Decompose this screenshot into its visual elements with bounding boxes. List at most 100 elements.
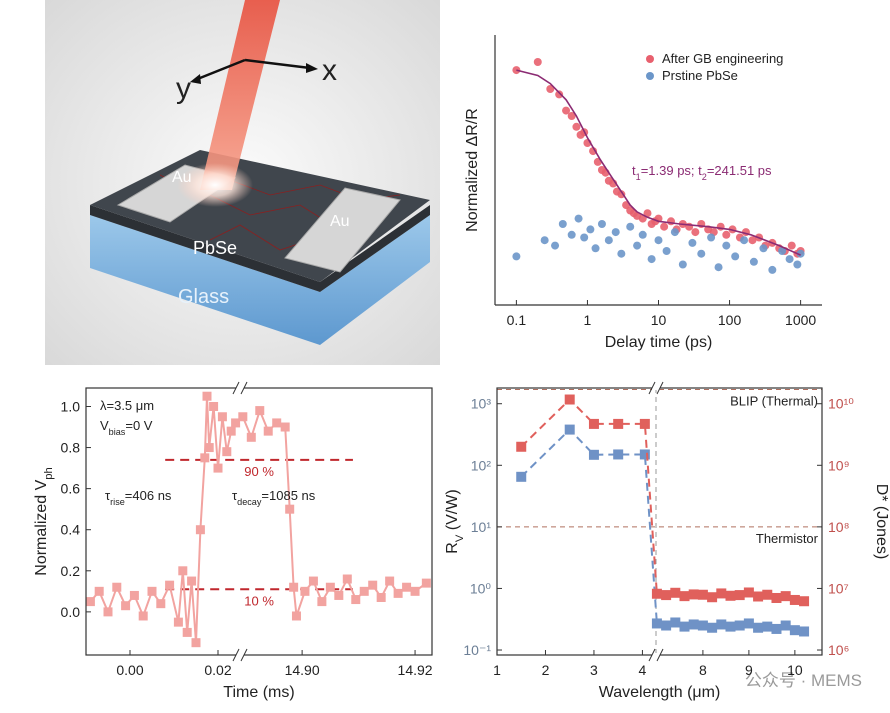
data-point (604, 236, 613, 245)
data-point (574, 214, 583, 223)
data-point (564, 424, 575, 435)
data-point (771, 592, 782, 603)
plot-frame (496, 387, 823, 656)
x-tick-label: 1 (493, 662, 501, 678)
data-point (94, 586, 104, 596)
electrode-label: Au (330, 213, 350, 230)
data-point (679, 591, 690, 602)
y-tick-label: 10¹ (471, 519, 492, 535)
data-point (617, 190, 626, 199)
data-point (771, 623, 782, 634)
y-tick-label: 10⁰ (470, 580, 492, 596)
data-point (580, 233, 589, 242)
axis-arrow-y (194, 58, 246, 82)
data-point (688, 589, 699, 600)
data-point (334, 590, 344, 600)
data-point (231, 418, 241, 428)
y-axis-label: RV (V/W) (444, 489, 466, 553)
data-point (787, 241, 796, 250)
data-point (617, 249, 626, 258)
data-point (317, 597, 327, 607)
y2-tick-label: 10¹⁰ (828, 396, 854, 412)
series-line (520, 398, 805, 603)
subscript: 1 (636, 172, 641, 182)
data-point (589, 147, 598, 156)
data-point (688, 619, 699, 630)
data-point (670, 617, 681, 628)
annotation: Vbias=0 V (100, 418, 153, 437)
x-tick-label: 3 (590, 662, 598, 678)
data-point (670, 587, 681, 598)
subscript: ph (43, 467, 55, 479)
y2-tick-label: 10⁸ (828, 519, 850, 535)
data-point (793, 260, 802, 269)
data-point (697, 589, 708, 600)
data-point (291, 611, 301, 621)
reference-label: Thermistor (756, 531, 819, 546)
x-tick-label: 14.90 (285, 662, 320, 678)
data-point (217, 412, 227, 422)
y-tick-label: 0.6 (61, 481, 81, 497)
text-part: t (632, 163, 636, 178)
data-point (749, 257, 758, 266)
x-tick-label: 14.92 (398, 662, 433, 678)
data-point (647, 255, 656, 264)
data-point (691, 228, 700, 237)
text-part: R (444, 542, 461, 554)
data-point (272, 418, 282, 428)
data-point (572, 122, 581, 131)
data-point (734, 620, 745, 631)
data-point (799, 596, 810, 607)
data-point (613, 449, 624, 460)
data-point (638, 230, 647, 239)
y2-axis-label: D* (Jones) (873, 484, 890, 560)
data-point (639, 449, 650, 460)
data-point (191, 638, 201, 648)
text-part: =0 V (125, 418, 152, 433)
data-point (540, 236, 549, 245)
axis-x-label: x (322, 54, 337, 87)
text-part: τ (232, 488, 238, 503)
data-point (182, 627, 192, 637)
data-point (147, 586, 157, 596)
data-point (195, 525, 205, 535)
legend-label: Prstine PbSe (662, 68, 738, 83)
electrode-label: Au (172, 169, 192, 186)
data-point (785, 255, 794, 264)
y2-tick-label: 10⁶ (828, 642, 849, 658)
text-part: (V/W) (444, 489, 461, 534)
level-label: 90 % (244, 464, 274, 479)
data-point (660, 222, 669, 231)
data-point (789, 625, 800, 636)
legend-marker (646, 55, 654, 63)
data-point (639, 418, 650, 429)
y2-tick-label: 10⁹ (828, 457, 850, 473)
data-point (178, 566, 188, 576)
data-point (796, 249, 805, 258)
y-tick-label: 10² (471, 457, 492, 473)
data-point (778, 247, 787, 255)
data-point (780, 620, 791, 631)
arrow-head (306, 63, 318, 73)
data-point (200, 453, 210, 463)
legend-label: After GB engineering (662, 51, 783, 66)
watermark: 公众号 · MEMS (745, 671, 862, 690)
data-point (156, 599, 166, 609)
y-tick-label: 10³ (471, 396, 492, 412)
data-point (121, 601, 131, 611)
data-point (562, 106, 571, 115)
level-label: 10 % (244, 593, 274, 608)
data-point (734, 590, 745, 601)
laser-beam (200, 0, 280, 190)
data-point (661, 590, 672, 601)
data-point (280, 422, 290, 432)
axis-break (232, 648, 240, 662)
x-axis-label: Wavelength (μm) (599, 684, 721, 701)
data-point (325, 582, 335, 592)
reference-label: BLIP (Thermal) (730, 394, 818, 409)
data-point (714, 263, 723, 272)
data-point (173, 617, 183, 627)
data-point (753, 622, 764, 633)
x-tick-label: 4 (639, 662, 647, 678)
